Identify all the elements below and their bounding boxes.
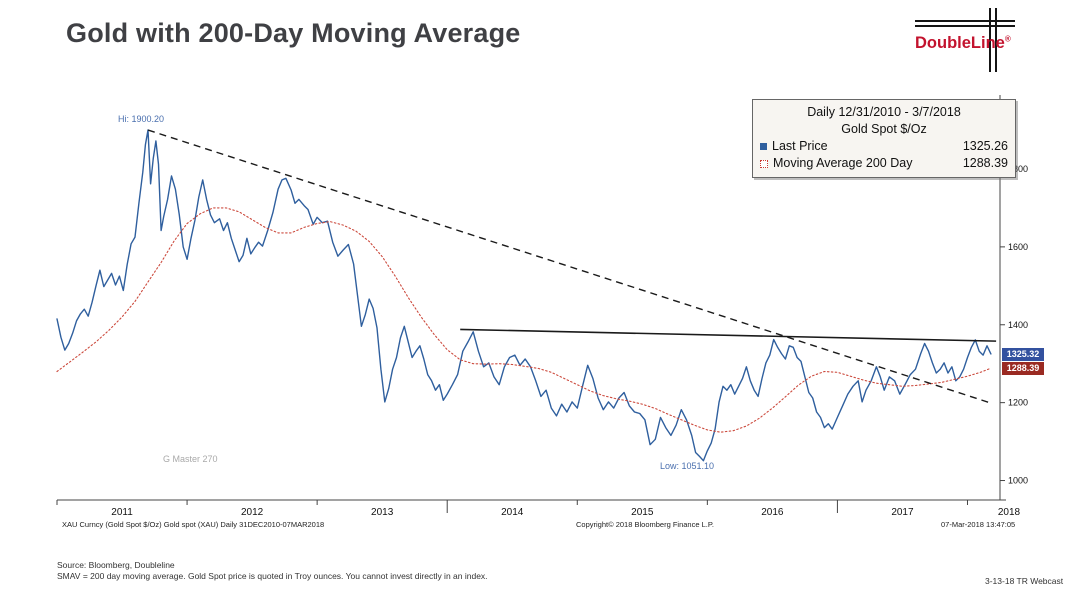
slide-footnote: Source: Bloomberg, Doubleline SMAV = 200… [57,560,488,582]
moving-average-marker-icon [760,159,768,168]
svg-text:2013: 2013 [371,507,394,518]
logo-cross-hline-icon [915,25,1015,27]
chart-legend: Daily 12/31/2010 - 3/7/2018 Gold Spot $/… [752,99,1016,178]
legend-last-price-label: Last Price [772,139,828,153]
legend-moving-average-label: Moving Average 200 Day [773,156,913,170]
page-title: Gold with 200-Day Moving Average [66,18,521,48]
high-annotation: Hi: 1900.20 [118,114,165,124]
doubleline-logo: DoubleLine® [915,8,1015,72]
note-line: SMAV = 200 day moving average. Gold Spot… [57,571,488,581]
webcast-date: 3-13-18 TR Webcast [985,576,1064,586]
svg-text:1200: 1200 [1008,398,1028,408]
logo-text: DoubleLine [915,34,1005,52]
logo-cross-hline-icon [915,20,1015,22]
svg-text:2018: 2018 [998,507,1021,518]
chart-watermark: G Master 270 [163,454,218,464]
svg-text:2011: 2011 [111,507,133,518]
svg-text:1600: 1600 [1008,242,1028,252]
legend-moving-average-value: 1288.39 [962,156,1008,170]
svg-text:2012: 2012 [241,507,264,518]
legend-last-price-row: Last Price 1325.26 [760,138,1008,155]
svg-text:2016: 2016 [761,507,784,518]
chart-footnote-right: 07-Mar-2018 13:47:05 [941,520,1016,529]
legend-period: Daily 12/31/2010 - 3/7/2018 [807,105,961,119]
svg-text:2014: 2014 [501,507,524,518]
svg-text:1000: 1000 [1008,476,1028,486]
logo-cross-vline-icon [995,8,997,72]
logo-wordmark: DoubleLine® [915,34,1011,53]
svg-text:1800: 1800 [1008,164,1028,174]
chart-footnote-left: XAU Curncy (Gold Spot $/Oz) Gold spot (X… [62,520,325,529]
svg-text:1400: 1400 [1008,320,1028,330]
svg-text:2017: 2017 [891,507,914,518]
last-price-marker-icon [760,143,767,150]
low-annotation: Low: 1051.10 [660,461,715,471]
chart-footnote-center: Copyright© 2018 Bloomberg Finance L.P. [576,520,714,529]
legend-last-price-value: 1325.26 [962,139,1008,153]
legend-moving-average-row: Moving Average 200 Day 1288.39 [760,155,1008,172]
source-line: Source: Bloomberg, Doubleline [57,560,175,570]
svg-text:2015: 2015 [631,507,654,518]
logo-cross-vline-icon [989,8,991,72]
logo-registered-mark: ® [1004,34,1011,44]
legend-instrument: Gold Spot $/Oz [841,122,927,136]
moving-average-axis-tag: 1288.39 [1002,362,1044,376]
last-price-axis-tag: 1325.32 [1002,347,1044,361]
